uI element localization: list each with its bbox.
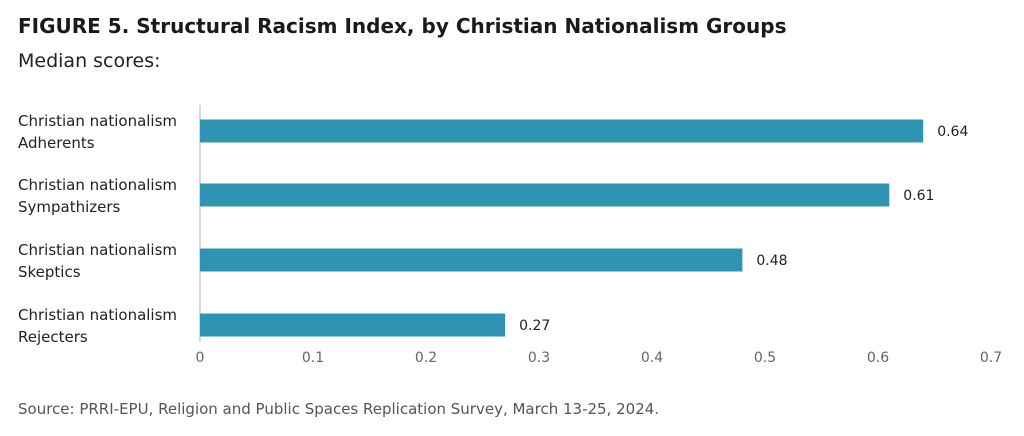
x-tick-label: 0.7 — [980, 350, 1002, 366]
x-tick-label: 0.5 — [754, 350, 776, 366]
category-label: Christian nationalism Rejecters — [18, 306, 177, 346]
x-tick-label: 0.3 — [528, 350, 550, 366]
category-label-line: Skeptics — [18, 263, 81, 281]
category-label: Christian nationalism Adherents — [18, 112, 177, 152]
x-tick-label: 0.6 — [867, 350, 889, 366]
category-label-line: Christian nationalism — [18, 241, 177, 259]
category-label-line: Christian nationalism — [18, 176, 177, 194]
category-label-line: Sympathizers — [18, 198, 121, 216]
x-tick-label: 0.4 — [641, 350, 663, 366]
bar — [200, 119, 924, 143]
category-label-line: Rejecters — [18, 328, 88, 346]
category-label: Christian nationalism Sympathizers — [18, 176, 177, 216]
category-label: Christian nationalism Skeptics — [18, 241, 177, 281]
data-label: 0.48 — [756, 253, 787, 269]
data-label: 0.64 — [937, 124, 968, 140]
x-tick-label: 0.1 — [302, 350, 324, 366]
bar — [200, 183, 890, 207]
category-label-line: Christian nationalism — [18, 112, 177, 130]
bar — [200, 248, 743, 272]
category-label-line: Adherents — [18, 134, 95, 152]
category-label-line: Christian nationalism — [18, 306, 177, 324]
chart-subtitle: Median scores: — [18, 50, 161, 72]
x-tick-label: 0 — [196, 350, 205, 366]
data-label: 0.61 — [903, 188, 934, 204]
x-tick-label: 0.2 — [415, 350, 437, 366]
source-note: Source: PRRI-EPU, Religion and Public Sp… — [18, 400, 660, 418]
chart-title: FIGURE 5. Structural Racism Index, by Ch… — [18, 14, 787, 38]
data-label: 0.27 — [519, 318, 550, 334]
bar — [200, 313, 506, 337]
